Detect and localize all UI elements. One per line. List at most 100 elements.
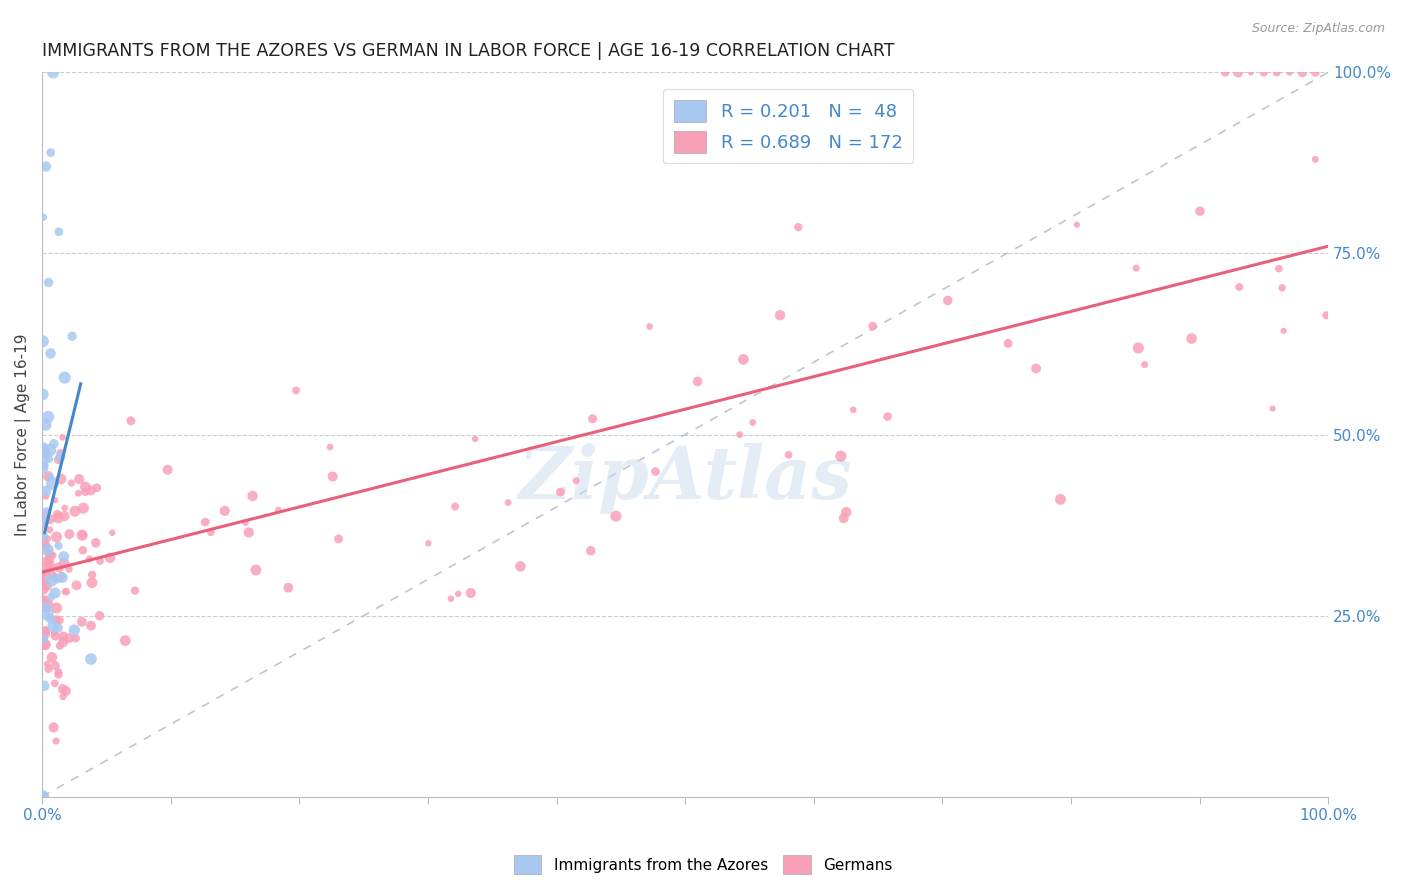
Point [52, 629, 75, 643]
Point [34, 637, 56, 651]
Point [31, 334, 53, 349]
Point [42, 65, 65, 79]
Point [32, 514, 55, 528]
Point [72, 501, 94, 516]
Point [84, 536, 107, 550]
Point [45, 613, 67, 627]
Point [75, 484, 97, 499]
Point [53, 556, 76, 570]
Point [120, 414, 142, 428]
Point [39, 512, 62, 526]
Point [509, 559, 531, 574]
Point [34, 627, 56, 641]
Point [319, 440, 342, 454]
Point [35, 504, 58, 518]
Point [52, 571, 75, 585]
Point [70, 528, 93, 542]
Point [46, 572, 69, 586]
Point [644, 465, 666, 479]
Point [447, 587, 470, 601]
Point [460, 586, 482, 600]
Point [101, 525, 124, 540]
Legend: R = 0.201   N =  48, R = 0.689   N = 172: R = 0.201 N = 48, R = 0.689 N = 172 [662, 88, 914, 163]
Point [35, 540, 58, 554]
Point [34, 624, 56, 638]
Point [58, 527, 80, 541]
Point [79, 552, 101, 566]
Point [41, 476, 63, 491]
Point [38, 276, 60, 290]
Point [32, 528, 55, 542]
Point [277, 581, 299, 595]
Point [34, 458, 56, 473]
Point [832, 511, 855, 525]
Point [49, 639, 72, 653]
Point [37, 662, 59, 676]
Point [53, 500, 76, 515]
Point [842, 402, 865, 417]
Point [31, 460, 53, 475]
Point [39, 611, 62, 625]
Point [45, 734, 67, 748]
Point [1049, 492, 1071, 507]
Point [32, 211, 55, 225]
Point [238, 525, 260, 540]
Point [42, 720, 65, 734]
Point [37, 409, 59, 424]
Point [1128, 341, 1150, 355]
Text: Source: ZipAtlas.com: Source: ZipAtlas.com [1251, 22, 1385, 36]
Point [550, 485, 572, 500]
Point [35, 600, 58, 615]
Point [1271, 281, 1294, 295]
Point [35, 559, 58, 574]
Point [1261, 401, 1284, 416]
Point [496, 495, 519, 509]
Point [48, 560, 70, 574]
Point [242, 489, 264, 503]
Point [32, 566, 55, 580]
Point [72, 543, 94, 558]
Point [53, 509, 76, 524]
Point [89, 608, 111, 623]
Point [67, 472, 90, 486]
Point [1066, 218, 1088, 232]
Point [31, 789, 53, 804]
Point [267, 503, 290, 517]
Point [42, 548, 65, 562]
Point [60, 329, 83, 343]
Point [34, 417, 56, 432]
Point [80, 483, 103, 498]
Point [49, 450, 72, 464]
Point [579, 543, 602, 558]
Point [38, 443, 60, 458]
Point [638, 319, 661, 334]
Point [37, 607, 59, 622]
Point [37, 552, 59, 566]
Point [44, 586, 66, 600]
Point [1025, 361, 1047, 376]
Point [75, 480, 97, 494]
Point [1227, 280, 1250, 294]
Point [37, 543, 59, 558]
Point [55, 684, 77, 698]
Point [44, 571, 66, 585]
Point [58, 562, 80, 576]
Point [52, 430, 75, 444]
Point [63, 623, 86, 637]
Point [35, 568, 58, 582]
Point [70, 615, 93, 629]
Point [48, 225, 70, 239]
Text: ZipAtlas: ZipAtlas [519, 442, 852, 514]
Point [31, 442, 53, 456]
Point [65, 578, 87, 592]
Point [156, 463, 179, 477]
Point [53, 584, 76, 599]
Point [52, 549, 75, 564]
Point [48, 613, 70, 627]
Point [32, 632, 55, 646]
Point [63, 504, 86, 518]
Text: IMMIGRANTS FROM THE AZORES VS GERMAN IN LABOR FORCE | AGE 16-19 CORRELATION CHAR: IMMIGRANTS FROM THE AZORES VS GERMAN IN … [42, 42, 894, 60]
Point [39, 558, 62, 572]
Point [31, 789, 53, 804]
Point [34, 638, 56, 652]
